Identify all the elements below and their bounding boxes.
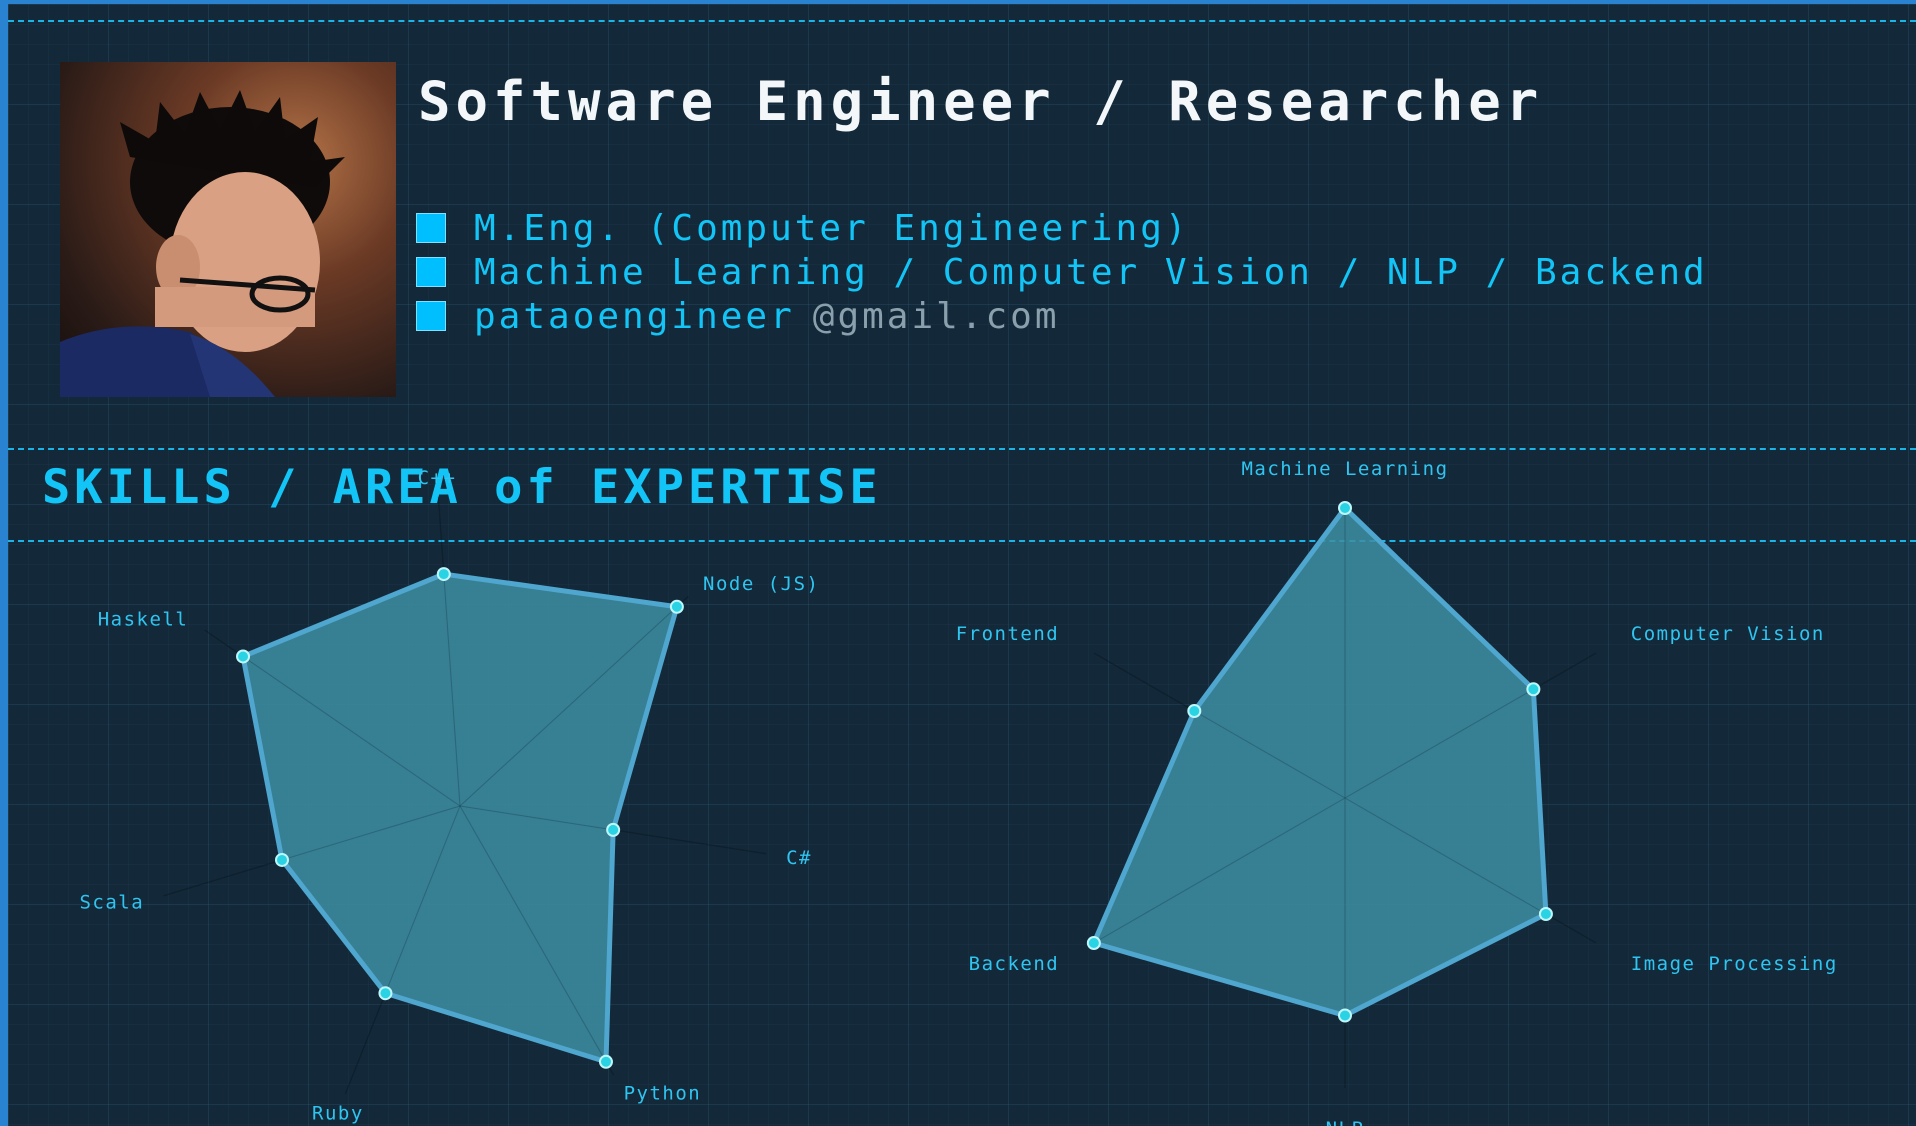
- profile-info-list: M.Eng. (Computer Engineering) Machine Le…: [416, 206, 1708, 338]
- radar-point-scala: [274, 852, 289, 867]
- radar-point-haskell: [236, 649, 251, 664]
- email-domain: @gmail.com: [812, 295, 1060, 337]
- top-divider: [8, 20, 1916, 22]
- radar-point-image-processing: [1538, 907, 1553, 921]
- radar-inner-spoke: [1194, 710, 1346, 799]
- radar-axis-label: Frontend: [956, 623, 1060, 645]
- radar-axis-label: C#: [786, 847, 812, 869]
- square-bullet-icon: [416, 213, 446, 243]
- radar-point-node-js-: [669, 599, 684, 614]
- radar-inner-spoke: [459, 805, 607, 1063]
- radar-area: [1091, 505, 1549, 1018]
- radar-point-backend: [1086, 936, 1101, 950]
- radar-inner-spoke: [242, 656, 461, 807]
- radar-axis-label: NLP: [1326, 1118, 1365, 1126]
- square-bullet-icon: [416, 301, 446, 331]
- radar-point-c-: [606, 822, 621, 837]
- radar-point-frontend: [1187, 704, 1202, 718]
- radar-inner-spoke: [1093, 797, 1346, 944]
- radar-point-machine-learning: [1338, 501, 1352, 515]
- radar-inner-spoke: [1344, 688, 1534, 799]
- list-item: Machine Learning / Computer Vision / NLP…: [416, 250, 1708, 294]
- radar-axis-label: Computer Vision: [1631, 623, 1825, 645]
- section-divider-bottom: [8, 540, 1916, 542]
- radar-chart-1: C++ Node (JS) C# Python Ruby Scala Haskell: [79, 467, 819, 1125]
- focus-areas-text: Machine Learning / Computer Vision / NLP…: [474, 251, 1708, 293]
- list-item: M.Eng. (Computer Engineering): [416, 206, 1708, 250]
- radar-inner-spoke: [459, 606, 678, 807]
- radar-point-ruby: [378, 986, 393, 1001]
- radar-point-python: [598, 1054, 613, 1069]
- radar-axis-label: Scala: [79, 892, 144, 914]
- radar-axis-label: Ruby: [312, 1103, 364, 1125]
- radar-axis-label: Python: [624, 1083, 702, 1105]
- page: Software Engineer / Researcher M.Eng. (C…: [8, 4, 1916, 1126]
- radar-axis-label: Node (JS): [703, 573, 819, 595]
- list-item: pataoengineer @gmail.com: [416, 294, 1708, 338]
- radar-point-computer-vision: [1526, 682, 1541, 697]
- section-divider-top: [8, 448, 1916, 450]
- radar-axis-label: Image Processing: [1631, 953, 1838, 975]
- radar-area: [240, 571, 680, 1065]
- radar-axis-label: Machine Learning: [1241, 458, 1448, 480]
- profile-photo: [60, 62, 396, 397]
- radar-axis-label: Backend: [969, 953, 1060, 975]
- radar-inner-spoke: [281, 805, 461, 861]
- radar-inner-spoke: [443, 574, 461, 807]
- radar-axis-label: Haskell: [98, 609, 189, 631]
- skills-heading: SKILLS / AREA of EXPERTISE: [42, 460, 882, 515]
- square-bullet-icon: [416, 257, 446, 287]
- page-title: Software Engineer / Researcher: [418, 70, 1544, 133]
- email-username[interactable]: pataoengineer: [474, 295, 795, 337]
- radar-inner-spoke: [384, 805, 461, 994]
- radar-inner-spoke: [1344, 797, 1547, 915]
- radar-chart-2: Machine Learning Computer Vision Image Pro…: [956, 458, 1838, 1126]
- radar-axis-label: C++: [418, 467, 457, 489]
- skills-radar-charts: C++ Node (JS) C# Python Ruby Scala Haskell Mach…: [79, 458, 1838, 1126]
- radar-point-c-: [436, 567, 451, 582]
- degree-text: M.Eng. (Computer Engineering): [474, 207, 1190, 249]
- radar-inner-spoke: [459, 805, 614, 831]
- radar-point-nlp: [1338, 1008, 1352, 1023]
